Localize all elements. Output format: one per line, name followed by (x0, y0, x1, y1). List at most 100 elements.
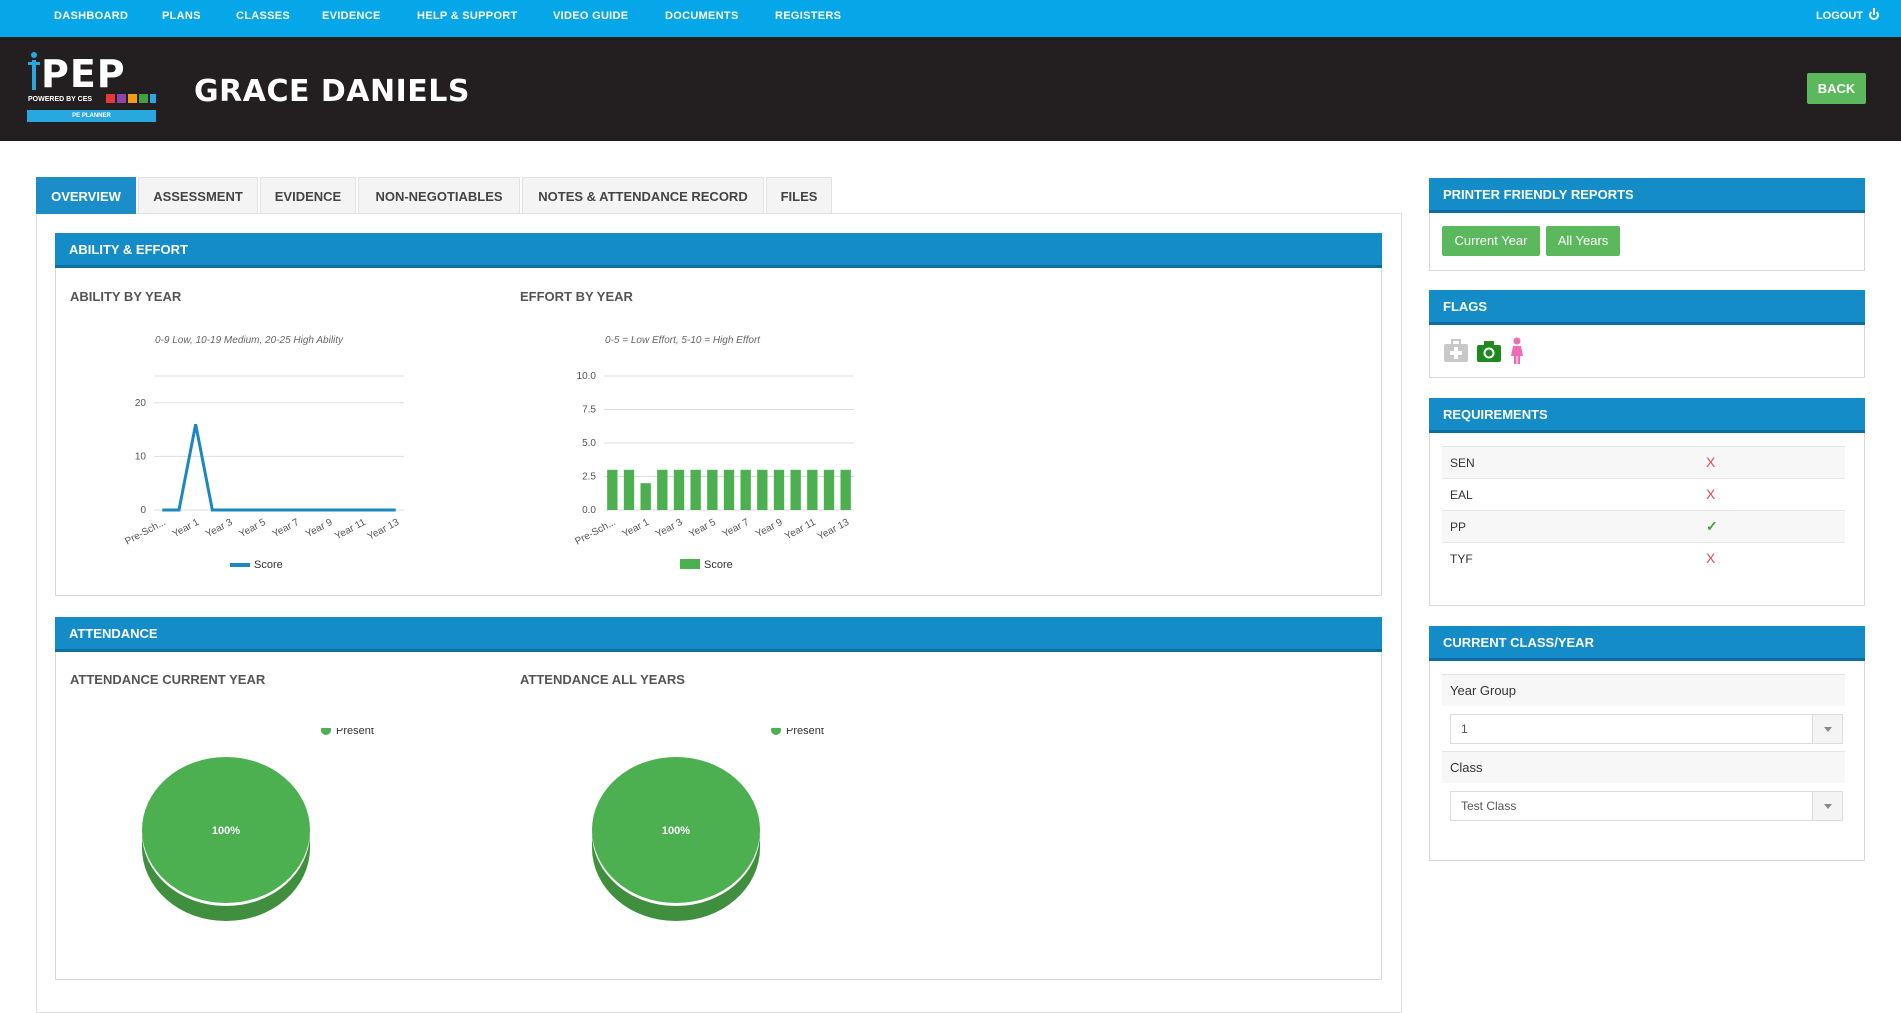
y-tick-label: 0.0 (582, 505, 596, 516)
flags-title: FLAGS (1429, 290, 1865, 325)
chevron-down-icon (1812, 715, 1842, 743)
x-tick-label: Year 9 (754, 517, 785, 540)
score-bar (790, 469, 801, 510)
x-tick-label: Pre-Sch... (123, 517, 167, 548)
score-bar (723, 469, 735, 510)
logo-square-blue (150, 94, 156, 103)
x-tick-label: Year 11 (783, 517, 818, 543)
tab-evidence[interactable]: EVIDENCE (260, 177, 356, 214)
legend-label: Score (704, 559, 733, 571)
attendance-all-pie: 100% Present (592, 728, 824, 921)
score-bar (690, 469, 701, 510)
nav-plans[interactable]: PLANS (162, 10, 201, 22)
back-button[interactable]: BACK (1807, 73, 1866, 104)
female-icon[interactable] (1510, 337, 1524, 365)
requirement-label: PP (1450, 520, 1467, 534)
reports-panel: PRINTER FRIENDLY REPORTS Current Year Al… (1429, 178, 1865, 271)
requirement-row-eal: EAL X (1442, 478, 1845, 510)
score-bar (607, 469, 618, 510)
logo-bar: PE PLANNER (27, 110, 156, 122)
nav-classes[interactable]: CLASSES (236, 10, 291, 22)
flags-panel: FLAGS (1429, 290, 1865, 378)
year-group-select[interactable]: 1 (1450, 714, 1843, 744)
tab-notes-attendance[interactable]: NOTES & ATTENDANCE RECORD (522, 177, 764, 214)
x-tick-label: Year 3 (204, 517, 235, 540)
ability-effort-panel: ABILITY & EFFORT ABILITY BY YEAR EFFORT … (55, 233, 1382, 596)
nav-evidence[interactable]: EVIDENCE (322, 10, 381, 22)
y-tick-label: 5.0 (582, 438, 596, 449)
legend-swatch (771, 728, 781, 735)
legend-label: Present (786, 728, 824, 737)
effort-subtitle: EFFORT BY YEAR (520, 289, 633, 304)
x-tick-label: Year 5 (687, 517, 718, 540)
ability-subtitle: ABILITY BY YEAR (70, 289, 182, 304)
ability-note: 0-9 Low, 10-19 Medium, 20-25 High Abilit… (155, 335, 344, 346)
x-tick-label: Year 7 (721, 517, 752, 540)
score-bar (823, 469, 835, 510)
score-bar (623, 469, 635, 510)
x-tick-label: Year 13 (816, 517, 852, 543)
y-tick-label: 2.5 (582, 472, 596, 483)
requirement-row-tyf: TYF X (1442, 542, 1845, 574)
score-bar (640, 483, 651, 510)
x-tick-label: Year 1 (621, 517, 652, 540)
header-band (0, 37, 1901, 141)
score-bar (840, 469, 851, 510)
all-years-report-button[interactable]: All Years (1546, 226, 1620, 256)
camera-icon[interactable] (1476, 339, 1502, 363)
requirement-row-pp: PP ✓ (1442, 510, 1845, 542)
pep-logo[interactable]: PEP POWERED BY CES PE PLANNER (27, 52, 157, 122)
logout-label: LOGOUT (1815, 10, 1863, 22)
class-select[interactable]: Test Class (1450, 791, 1843, 821)
attendance-title: ATTENDANCE (55, 617, 1382, 652)
x-tick-label: Pre-Sch... (573, 517, 617, 548)
tab-overview[interactable]: OVERVIEW (36, 177, 136, 214)
score-bar (807, 469, 818, 510)
score-bar (673, 469, 685, 510)
logo-powered: POWERED BY CES (28, 96, 93, 103)
year-group-label: Year Group (1442, 674, 1845, 706)
score-bar (773, 469, 785, 510)
nav-documents[interactable]: DOCUMENTS (665, 10, 739, 22)
y-tick-label: 20 (135, 398, 147, 409)
pie-data-label: 100% (662, 825, 690, 837)
nav-video-guide[interactable]: VIDEO GUIDE (553, 10, 629, 22)
ability-effort-title: ABILITY & EFFORT (55, 233, 1382, 268)
y-tick-label: 10.0 (577, 371, 597, 382)
score-bar (657, 469, 668, 510)
attendance-panel: ATTENDANCE ATTENDANCE CURRENT YEAR ATTEN… (55, 617, 1382, 980)
page-title: GRACE DANIELS (194, 74, 471, 109)
reports-title: PRINTER FRIENDLY REPORTS (1429, 178, 1865, 213)
top-nav: DASHBOARD PLANS CLASSES EVIDENCE HELP & … (0, 0, 1901, 37)
current-year-report-button[interactable]: Current Year (1442, 226, 1540, 256)
legend-swatch (680, 559, 700, 569)
nav-help-support[interactable]: HELP & SUPPORT (417, 10, 518, 22)
score-bar (757, 469, 768, 510)
class-label: Class (1442, 751, 1845, 783)
y-tick-label: 0 (140, 505, 146, 516)
legend-label: Score (254, 559, 283, 571)
tab-files[interactable]: FILES (766, 177, 832, 214)
medical-kit-icon[interactable] (1443, 339, 1469, 363)
requirement-mark: X (1706, 550, 1716, 566)
x-tick-label: Year 1 (171, 517, 202, 540)
nav-registers[interactable]: REGISTERS (775, 10, 842, 22)
tab-non-negotiables[interactable]: NON-NEGOTIABLES (358, 177, 520, 214)
chevron-down-icon (1812, 792, 1842, 820)
tab-assessment[interactable]: ASSESSMENT (138, 177, 258, 214)
attendance-all-subtitle: ATTENDANCE ALL YEARS (520, 672, 685, 687)
legend-swatch (230, 563, 250, 567)
class-year-panel: CURRENT CLASS/YEAR Year Group 1 Class Te… (1429, 626, 1865, 861)
nav-dashboard[interactable]: DASHBOARD (54, 10, 129, 22)
requirement-label: TYF (1450, 552, 1473, 566)
y-tick-label: 10 (135, 451, 147, 462)
x-tick-label: Year 13 (366, 517, 402, 543)
class-value: Test Class (1461, 799, 1517, 813)
x-tick-label: Year 9 (304, 517, 335, 540)
logout-button[interactable]: LOGOUT (1816, 0, 1879, 37)
score-bar (740, 469, 751, 510)
attendance-current-subtitle: ATTENDANCE CURRENT YEAR (70, 672, 266, 687)
logo-square-red (106, 94, 115, 103)
